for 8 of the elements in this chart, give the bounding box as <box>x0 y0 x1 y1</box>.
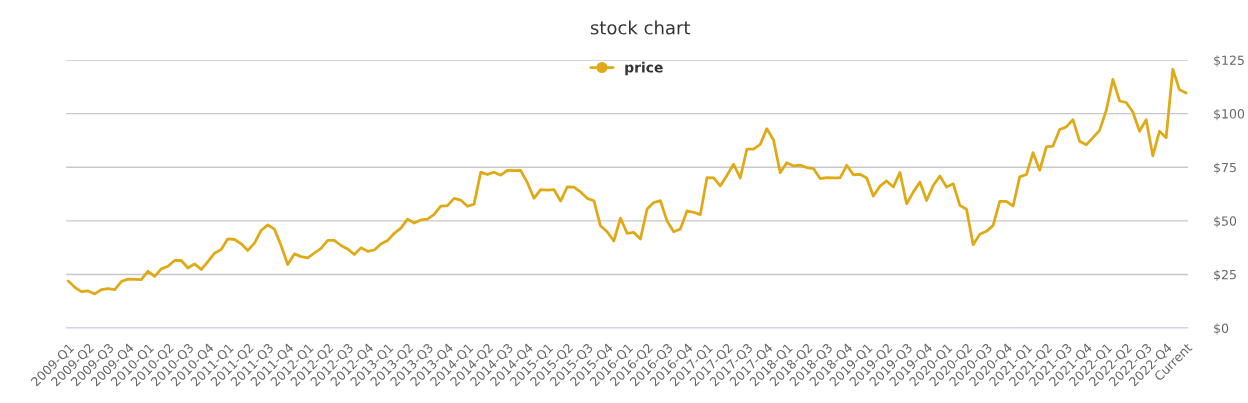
y-tick-label: $125 <box>1214 55 1244 67</box>
chart-title: stock chart <box>590 20 691 35</box>
y-tick-label: $0 <box>1214 323 1229 335</box>
y-tick-label: $50 <box>1214 216 1237 228</box>
y-tick-label: $100 <box>1214 108 1245 121</box>
y-tick-label: $75 <box>1214 162 1236 174</box>
legend-label: price <box>625 61 663 76</box>
y-tick-label: $25 <box>1214 269 1236 282</box>
